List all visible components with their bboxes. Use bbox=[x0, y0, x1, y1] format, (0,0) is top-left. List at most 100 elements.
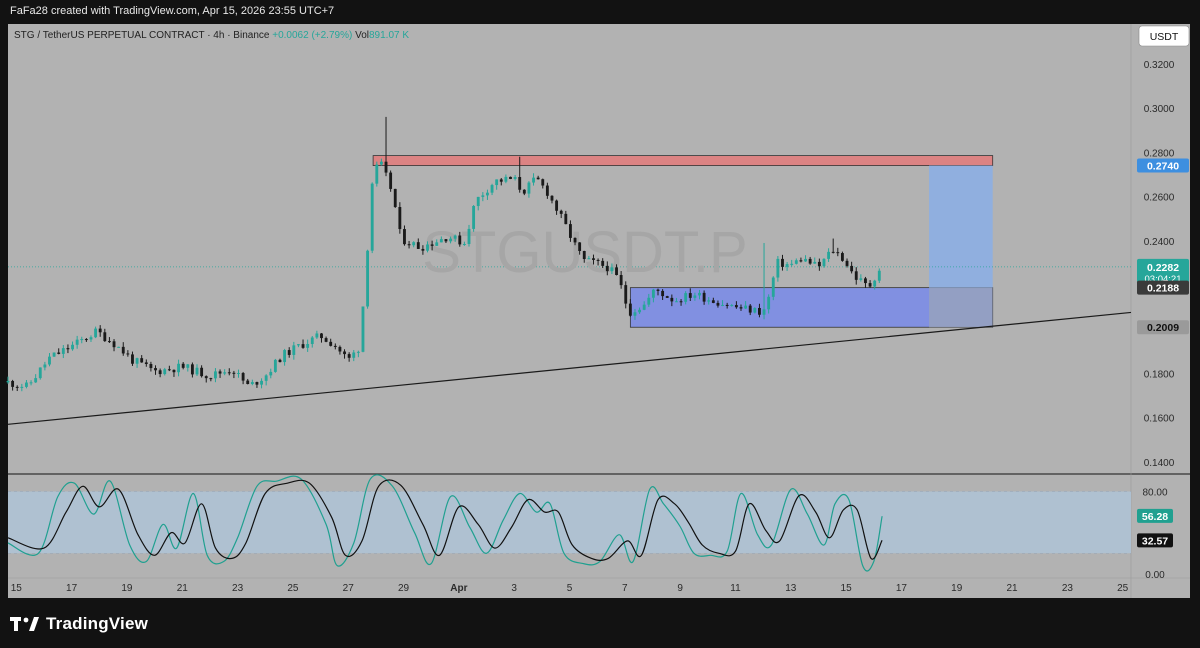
candle-body bbox=[426, 244, 429, 251]
candle bbox=[744, 301, 748, 309]
symbol-legend: STG / TetherUS PERPETUAL CONTRACT · 4h ·… bbox=[14, 30, 409, 41]
candle bbox=[255, 381, 259, 388]
candle bbox=[587, 255, 591, 260]
candle-body bbox=[389, 172, 393, 189]
candle bbox=[232, 370, 236, 379]
candle-body bbox=[407, 244, 411, 246]
candle-body bbox=[246, 380, 250, 385]
candle bbox=[195, 364, 199, 377]
candle bbox=[568, 220, 572, 242]
candle bbox=[836, 247, 840, 257]
candle bbox=[347, 352, 351, 362]
candle-body bbox=[781, 258, 784, 267]
candle-body bbox=[758, 307, 761, 315]
target-price-badge bbox=[1137, 158, 1189, 173]
candle bbox=[121, 342, 125, 356]
currency-button[interactable]: USDT bbox=[1138, 25, 1190, 47]
candle bbox=[135, 357, 139, 368]
candle bbox=[661, 289, 665, 300]
candle-body bbox=[343, 351, 346, 355]
candle-body bbox=[338, 346, 342, 352]
candle bbox=[730, 303, 734, 307]
candle-body bbox=[721, 304, 724, 306]
time-axis-tick: 7 bbox=[622, 583, 628, 594]
candle bbox=[131, 351, 134, 366]
candle bbox=[753, 307, 757, 314]
candle bbox=[619, 271, 623, 289]
candle bbox=[416, 238, 420, 249]
candle-body bbox=[66, 348, 70, 350]
candle bbox=[398, 202, 402, 234]
candle-body bbox=[656, 289, 660, 291]
candle bbox=[204, 375, 208, 383]
candle-body bbox=[679, 301, 683, 303]
candle-body bbox=[310, 337, 314, 345]
candle-body bbox=[144, 362, 148, 364]
candle bbox=[693, 292, 697, 301]
candle bbox=[522, 189, 526, 196]
candle-body bbox=[204, 376, 208, 379]
candle bbox=[592, 254, 595, 265]
candle bbox=[361, 306, 365, 353]
tradingview-logo[interactable]: TradingView bbox=[10, 612, 148, 636]
candle-body bbox=[545, 185, 549, 196]
candle bbox=[52, 352, 56, 357]
candle-body bbox=[356, 351, 360, 353]
candle-body bbox=[495, 179, 499, 186]
candle bbox=[227, 368, 231, 376]
candle-body bbox=[278, 359, 282, 363]
currency-button-bg bbox=[1138, 25, 1190, 47]
candle-body bbox=[513, 177, 517, 179]
candle-body bbox=[578, 242, 582, 251]
candle bbox=[57, 348, 61, 355]
symbol-legend-title: STG / TetherUS PERPETUAL CONTRACT · 4h ·… bbox=[14, 30, 272, 41]
candle-body bbox=[873, 280, 877, 287]
candle bbox=[444, 239, 448, 244]
candle-body bbox=[158, 370, 162, 375]
candle-body bbox=[675, 301, 678, 303]
candle bbox=[158, 368, 162, 378]
price-axis-tick: 0.2400 bbox=[1144, 237, 1175, 248]
candle-body bbox=[522, 189, 526, 194]
candle bbox=[624, 281, 628, 309]
time-axis-tick: 5 bbox=[567, 583, 573, 594]
candle-body bbox=[536, 177, 540, 180]
candle-body bbox=[75, 339, 79, 345]
candle bbox=[269, 368, 273, 379]
candle bbox=[34, 374, 38, 383]
candle-body bbox=[642, 304, 646, 310]
candle bbox=[688, 288, 692, 302]
candle-body bbox=[582, 250, 586, 260]
time-axis-tick: 17 bbox=[66, 583, 78, 594]
candle-body bbox=[154, 368, 157, 371]
candle-body bbox=[684, 293, 688, 302]
candle bbox=[831, 238, 835, 254]
candle-body bbox=[845, 260, 849, 266]
candle bbox=[260, 378, 263, 389]
stochastic-d-value: 32.57 bbox=[1142, 535, 1168, 547]
candle-body bbox=[509, 176, 512, 179]
candle-body bbox=[163, 369, 167, 375]
candle bbox=[449, 236, 452, 244]
candle bbox=[393, 188, 397, 208]
tradingview-logo-icon bbox=[10, 617, 39, 631]
candle bbox=[721, 300, 724, 307]
candle-body bbox=[43, 364, 47, 368]
footer-brand-text: TradingView bbox=[46, 614, 149, 633]
candle-body bbox=[707, 300, 711, 302]
price-axis-tick: 0.1800 bbox=[1144, 369, 1175, 380]
candle bbox=[366, 249, 370, 309]
time-axis-tick: 25 bbox=[287, 583, 299, 594]
candle-body bbox=[559, 210, 563, 214]
candle bbox=[767, 294, 771, 314]
candle-body bbox=[195, 367, 199, 375]
candle-body bbox=[638, 309, 642, 313]
candle-body bbox=[822, 258, 826, 267]
candle bbox=[333, 343, 337, 350]
candle-body bbox=[140, 358, 144, 363]
candle bbox=[628, 299, 632, 317]
candle bbox=[324, 336, 328, 343]
candle-body bbox=[734, 305, 738, 308]
candle-body bbox=[527, 182, 531, 194]
